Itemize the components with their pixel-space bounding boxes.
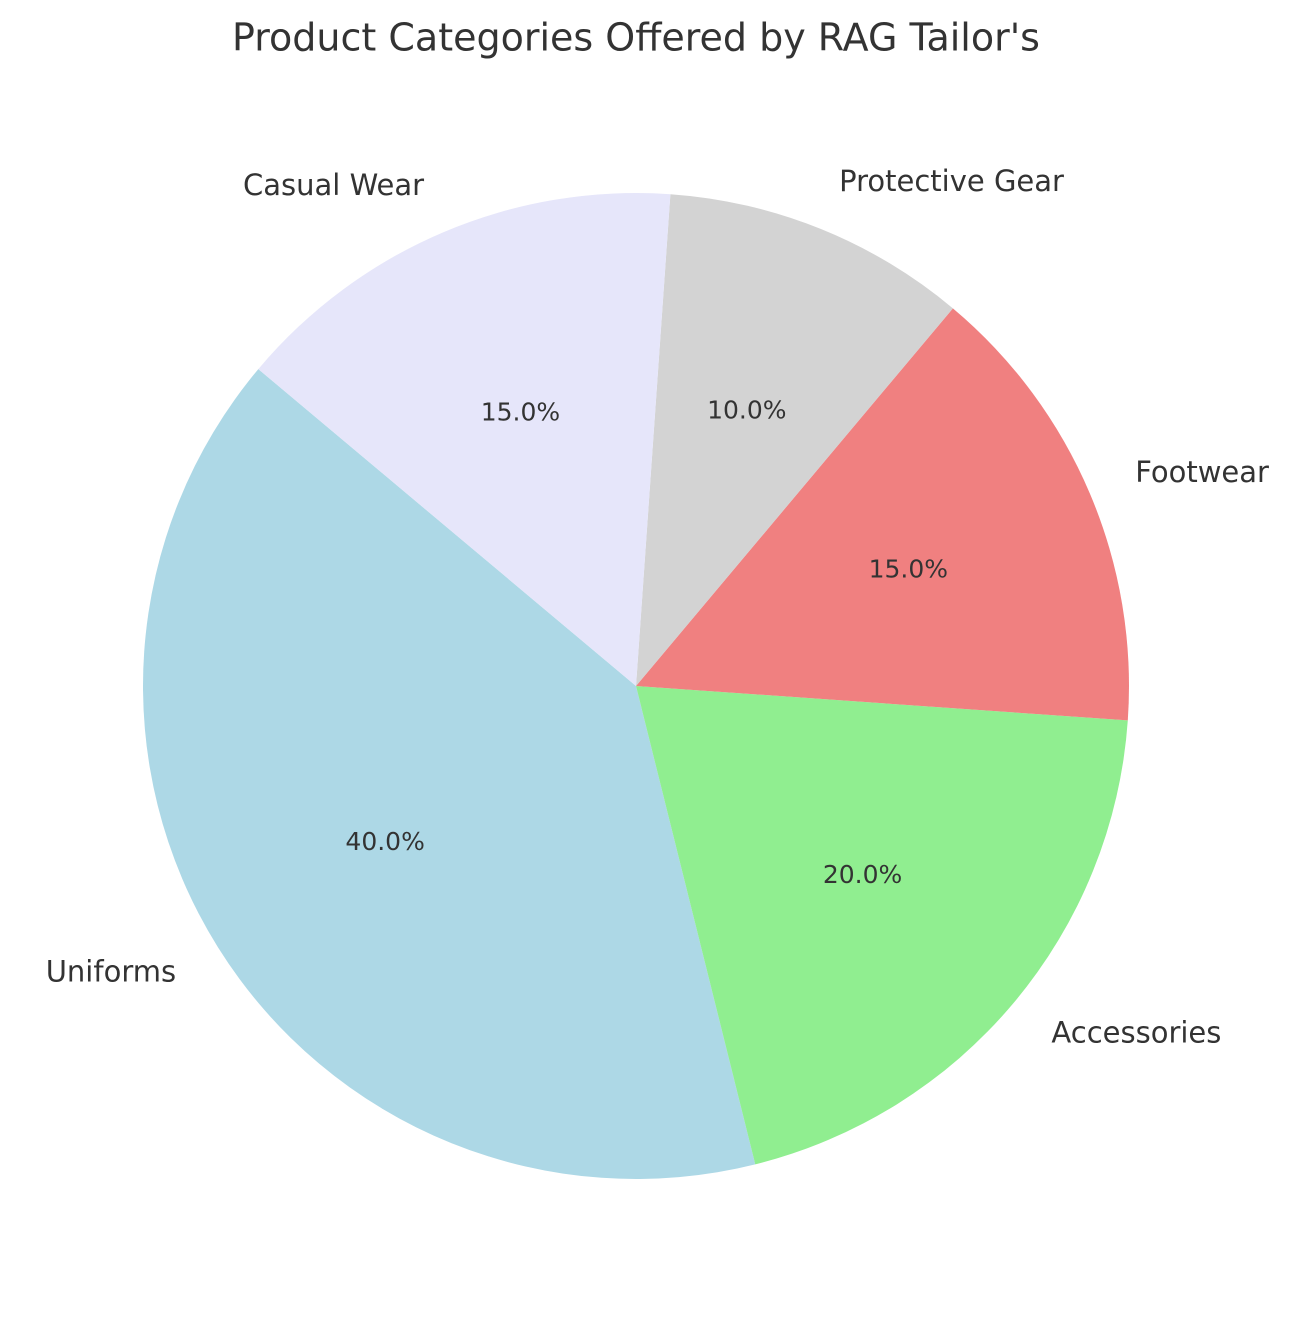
slice-label: Accessories: [1051, 1016, 1221, 1050]
pie-slice: [142, 369, 756, 1180]
pie-slice: [636, 194, 953, 686]
slice-label: Footwear: [1135, 455, 1269, 489]
slice-label: Casual Wear: [243, 168, 424, 202]
value-label: 15.0%: [869, 554, 948, 583]
value-label: 10.0%: [707, 396, 786, 425]
slice-label: Protective Gear: [839, 164, 1064, 198]
chart-title: Product Categories Offered by RAG Tailor…: [232, 16, 1040, 60]
slice-label: Uniforms: [46, 954, 176, 988]
pie-slice: [636, 686, 1128, 1165]
value-label: 15.0%: [481, 398, 560, 427]
value-label: 20.0%: [823, 860, 902, 889]
pie-slice: [258, 192, 671, 686]
value-label: 40.0%: [345, 827, 424, 856]
pie-slice: [636, 308, 1129, 721]
